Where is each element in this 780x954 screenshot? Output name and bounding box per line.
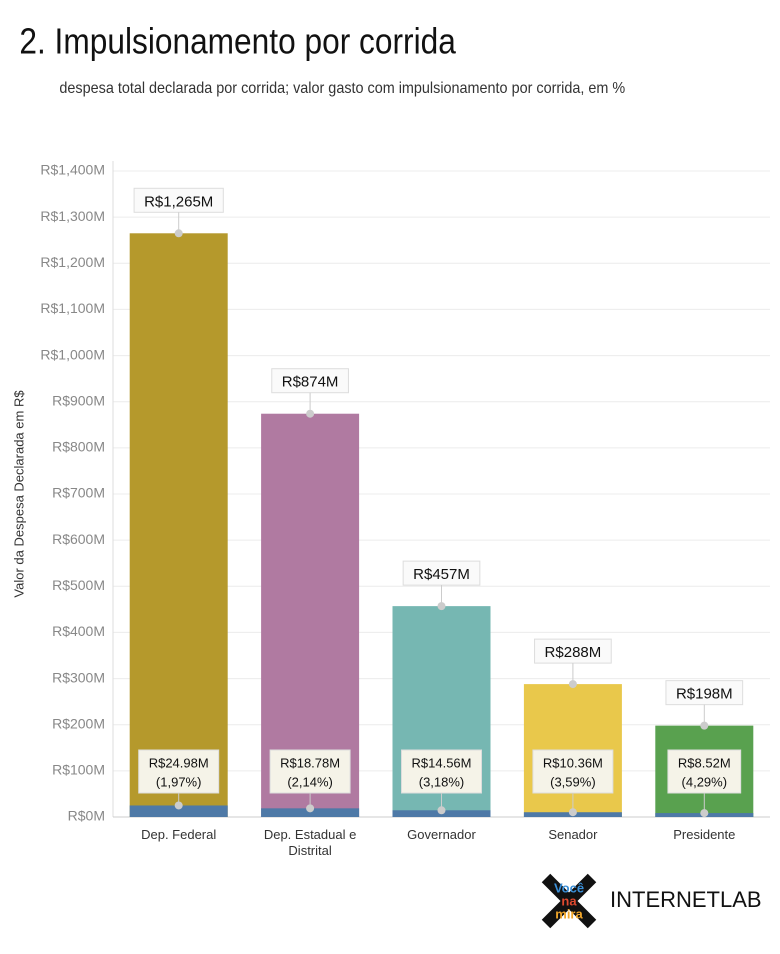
bar xyxy=(261,808,360,817)
y-tick-label: R$1,400M xyxy=(40,162,105,178)
bar xyxy=(129,805,228,817)
callout-box xyxy=(138,749,220,794)
x-tick-label: Dep. Estadual e Distrital xyxy=(263,827,357,858)
y-tick-label: R$0M xyxy=(68,808,105,824)
leader-dot xyxy=(306,409,315,418)
logo: Você na mira INTERNETLAB xyxy=(541,873,762,929)
callout-box xyxy=(269,749,351,794)
data-label: R$8.52M xyxy=(678,755,731,770)
data-label: R$874M xyxy=(282,374,339,391)
data-label: R$288M xyxy=(545,644,602,661)
callout-box xyxy=(133,187,224,213)
leader-dot xyxy=(700,809,709,818)
y-tick-label: R$1,200M xyxy=(40,254,105,270)
callout: R$14.56M (3,18%) xyxy=(401,749,482,794)
callout: R$18.78M (2,14%) xyxy=(269,749,351,794)
callout: R$24.98M (1,97%) xyxy=(138,749,220,794)
logo-word: Você xyxy=(554,880,584,895)
callout-box xyxy=(402,560,481,586)
callout-box xyxy=(534,638,612,664)
callout: R$8.52M (4,29%) xyxy=(667,749,742,794)
x-tick-label: Governador xyxy=(407,827,476,842)
y-tick-label: R$100M xyxy=(52,762,105,778)
data-label: R$457M xyxy=(413,566,470,583)
chart-subtitle: despesa total declarada por corrida; val… xyxy=(59,80,625,98)
data-label: (4,29%) xyxy=(682,774,728,789)
data-label: R$24.98M xyxy=(149,755,209,770)
y-tick-label: R$800M xyxy=(52,439,105,455)
leader-dot xyxy=(437,602,446,611)
logo-word: na xyxy=(561,893,577,908)
y-tick-label: R$200M xyxy=(52,715,105,731)
y-axis-label: Valor da Despesa Declarada em R$ xyxy=(11,390,26,598)
data-label: (2,14%) xyxy=(287,774,333,789)
leader-dot xyxy=(437,806,446,815)
callout: R$457M xyxy=(402,560,481,586)
callout: R$1,265M xyxy=(133,187,224,213)
data-label: R$14.56M xyxy=(412,755,472,770)
y-tick-label: R$900M xyxy=(52,392,105,408)
y-tick-label: R$1,000M xyxy=(40,346,105,362)
y-tick-label: R$600M xyxy=(52,531,105,547)
y-tick-label: R$1,300M xyxy=(40,208,105,224)
y-tick-label: R$500M xyxy=(52,577,105,593)
leader-dot xyxy=(306,804,315,813)
data-label: (3,59%) xyxy=(550,774,596,789)
y-tick-label: R$400M xyxy=(52,623,105,639)
brand: INTERNETLAB xyxy=(610,887,762,912)
y-tick-label: R$300M xyxy=(52,669,105,685)
data-label: R$198M xyxy=(676,686,733,703)
leader-dot xyxy=(174,801,183,810)
callout: R$10.36M (3,59%) xyxy=(532,749,614,794)
leader-dot xyxy=(174,229,183,238)
y-tick-label: R$1,100M xyxy=(40,300,105,316)
leader-dot xyxy=(568,808,577,817)
x-tick-label: Senador xyxy=(548,827,598,842)
callout-box xyxy=(532,749,614,794)
callout-box xyxy=(665,680,744,706)
data-label: R$1,265M xyxy=(144,193,213,210)
callout: R$288M xyxy=(534,638,612,664)
x-tick-label: Dep. Federal xyxy=(141,827,217,842)
chart-title: 2. Impulsionamento por corrida xyxy=(19,22,456,62)
x-tick-label: Presidente xyxy=(673,827,736,842)
y-tick-label: R$700M xyxy=(52,485,105,501)
data-label: (3,18%) xyxy=(419,774,465,789)
logo-word: mira xyxy=(555,906,583,921)
leader-dot xyxy=(568,680,577,689)
leader-dot xyxy=(700,721,709,730)
callout: R$874M xyxy=(271,368,349,394)
callout: R$198M xyxy=(665,680,744,706)
logo-x xyxy=(541,873,597,929)
callout-box xyxy=(667,749,742,794)
data-label: R$10.36M xyxy=(543,755,603,770)
data-label: R$18.78M xyxy=(280,755,340,770)
data-label: (1,97%) xyxy=(156,774,202,789)
bar xyxy=(129,233,228,818)
